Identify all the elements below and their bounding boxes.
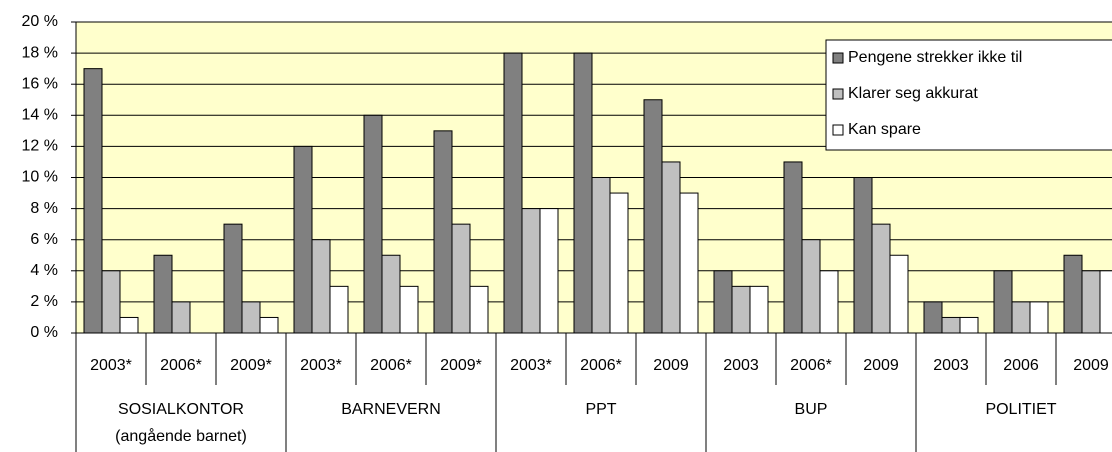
- bar: [101, 270, 121, 334]
- bar: [119, 316, 139, 334]
- bar: [451, 223, 471, 334]
- bar: [433, 130, 453, 334]
- bar: [399, 285, 419, 334]
- x-tick-label: 2009*: [230, 357, 272, 374]
- bar: [749, 285, 769, 334]
- bar: [469, 285, 489, 334]
- legend-label: Pengene strekker ikke til: [848, 49, 1022, 66]
- x-tick-label: 2009: [653, 357, 689, 374]
- group-label: SOSIALKONTOR: [118, 401, 244, 418]
- x-tick-label: 2003*: [90, 357, 132, 374]
- y-tick-label: 8 %: [30, 200, 58, 217]
- group-label: POLITIET: [985, 401, 1056, 418]
- y-tick-label: 6 %: [30, 231, 58, 248]
- x-tick-label: 2009*: [440, 357, 482, 374]
- legend-label: Klarer seg akkurat: [848, 85, 978, 102]
- y-tick-label: 4 %: [30, 262, 58, 279]
- y-tick-label: 0 %: [30, 324, 58, 341]
- bar: [241, 301, 261, 334]
- x-tick-label: 2003: [723, 357, 759, 374]
- x-tick-label: 2006*: [790, 357, 832, 374]
- bar: [363, 114, 383, 334]
- group-label: PPT: [585, 401, 616, 418]
- bar: [713, 270, 733, 334]
- legend-box: [825, 39, 1112, 151]
- bar: [539, 208, 559, 334]
- bar: [223, 223, 243, 334]
- bar: [153, 254, 173, 334]
- bar: [329, 285, 349, 334]
- bar: [923, 301, 943, 334]
- bar: [889, 254, 909, 334]
- bar: [259, 316, 279, 334]
- x-tick-label: 2006: [1003, 357, 1039, 374]
- y-tick-label: 2 %: [30, 293, 58, 310]
- bar: [171, 301, 191, 334]
- bar: [853, 177, 873, 334]
- legend-label: Kan spare: [848, 121, 921, 138]
- bar: [661, 161, 681, 334]
- bar: [783, 161, 803, 334]
- bar: [679, 192, 699, 334]
- bar: [731, 285, 751, 334]
- legend-swatch: [832, 52, 844, 64]
- bar: [293, 145, 313, 334]
- bar: [1029, 301, 1049, 334]
- bar: [503, 52, 523, 334]
- group-label: BUP: [795, 401, 828, 418]
- group-label: (angående barnet): [115, 427, 247, 445]
- x-tick-label: 2003*: [300, 357, 342, 374]
- x-tick-label: 2009: [863, 357, 899, 374]
- bar: [959, 316, 979, 334]
- bar: [993, 270, 1013, 334]
- bar: [1011, 301, 1031, 334]
- y-tick-label: 10 %: [22, 169, 58, 186]
- x-tick-label: 2003*: [510, 357, 552, 374]
- bar: [609, 192, 629, 334]
- bar: [643, 99, 663, 334]
- bar: [573, 52, 593, 334]
- x-tick-label: 2003: [933, 357, 969, 374]
- bar: [1099, 270, 1112, 334]
- x-tick-label: 2006*: [580, 357, 622, 374]
- bar: [871, 223, 891, 334]
- group-label: BARNEVERN: [341, 401, 441, 418]
- bar: [521, 208, 541, 334]
- bar: [311, 239, 331, 334]
- bar: [1063, 254, 1083, 334]
- bar: [591, 177, 611, 334]
- bar: [381, 254, 401, 334]
- bar: [819, 270, 839, 334]
- y-tick-label: 14 %: [22, 107, 58, 124]
- legend-swatch: [832, 88, 844, 100]
- legend-swatch: [832, 124, 844, 136]
- y-tick-label: 12 %: [22, 138, 58, 155]
- bar: [1081, 270, 1101, 334]
- x-tick-label: 2006*: [160, 357, 202, 374]
- bar: [801, 239, 821, 334]
- y-tick-label: 18 %: [22, 44, 58, 61]
- y-tick-label: 20 %: [22, 13, 58, 30]
- x-tick-label: 2009: [1073, 357, 1109, 374]
- bar: [83, 68, 103, 334]
- x-tick-label: 2006*: [370, 357, 412, 374]
- y-tick-label: 16 %: [22, 75, 58, 92]
- bar: [941, 316, 961, 334]
